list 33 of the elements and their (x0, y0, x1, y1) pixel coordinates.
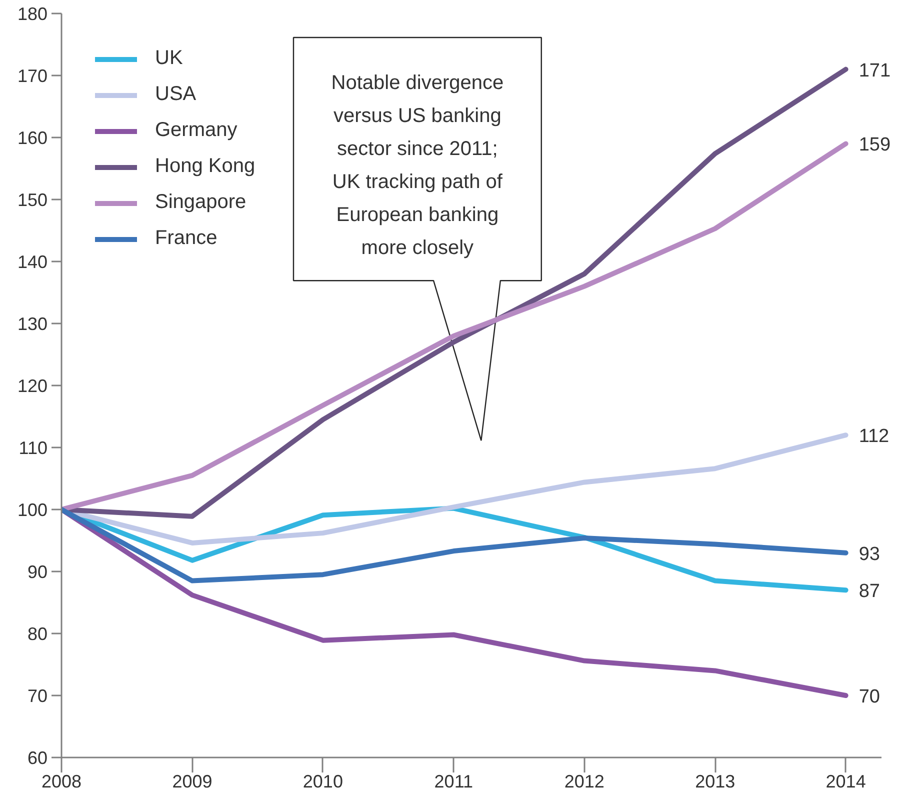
x-tick-label: 2009 (172, 772, 212, 792)
y-tick-label: 170 (17, 66, 48, 86)
legend-label: USA (155, 83, 196, 106)
y-tick-label: 150 (17, 190, 48, 210)
x-tick-label: 2008 (41, 772, 82, 792)
legend-label: Singapore (155, 191, 246, 214)
x-tick-label: 2013 (695, 772, 736, 792)
y-tick-label: 60 (27, 748, 48, 768)
data-label: 87 (858, 581, 880, 602)
x-tick-label: 2014 (826, 772, 866, 792)
legend-label: Germany (155, 119, 238, 142)
data-label: 171 (858, 60, 891, 82)
y-tick-label: 100 (17, 500, 48, 520)
y-tick-label: 70 (27, 686, 48, 706)
data-label: 70 (858, 686, 880, 708)
data-label: 159 (858, 134, 891, 156)
x-tick-label: 2011 (434, 772, 474, 792)
y-tick-label: 110 (18, 438, 48, 458)
y-tick-label: 120 (17, 376, 48, 396)
annotation: Notable divergence versus US banking sector since 2011; UK tracking path of European banking more closely (331, 72, 504, 259)
x-tick-label: 2012 (564, 772, 604, 792)
legend-label: Hong Kong (155, 155, 256, 178)
legend-label: UK (155, 47, 183, 70)
y-tick-label: 90 (27, 562, 48, 582)
y-tick-label: 160 (17, 128, 48, 148)
y-tick-label: 140 (17, 252, 48, 272)
y-tick-label: 180 (17, 4, 48, 24)
data-label: 93 (858, 544, 880, 565)
y-tick-label: 130 (17, 314, 48, 334)
x-tick-label: 2010 (302, 772, 343, 792)
legend-label: France (155, 227, 218, 250)
data-label: 112 (858, 426, 890, 448)
y-tick-label: 80 (27, 624, 48, 644)
